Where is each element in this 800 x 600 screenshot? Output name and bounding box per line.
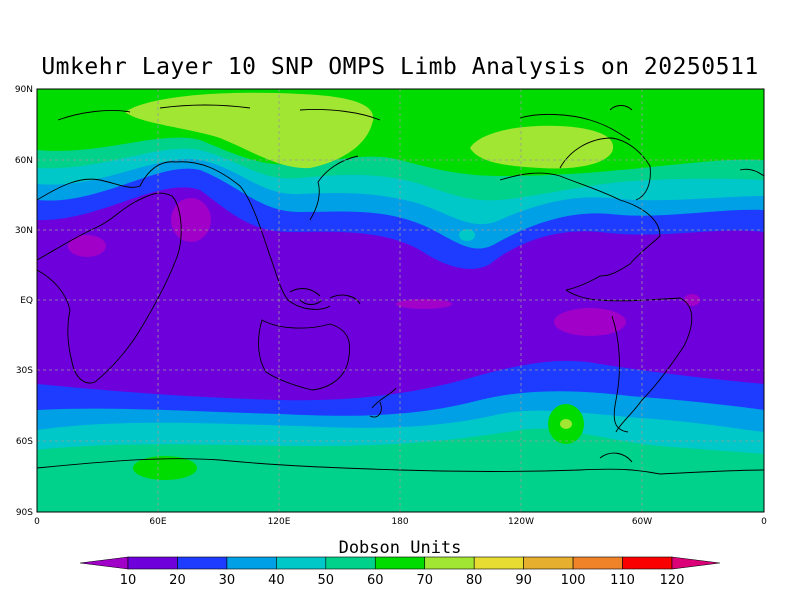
colorbar-cell-20-30	[177, 556, 228, 570]
colorbar-tick-label: 110	[610, 573, 635, 588]
colorbar-tick-label: 90	[515, 573, 532, 588]
colorbar-tick-label: 40	[268, 573, 285, 588]
contour-blob-south-atlantic-inner	[560, 419, 572, 429]
lon-label-0-east: 0	[761, 517, 767, 527]
lon-label-60e: 60E	[149, 517, 166, 527]
contour-min-east-pacific	[554, 308, 626, 336]
lat-label-eq: EQ	[20, 296, 33, 306]
lat-label-90s: 90S	[16, 508, 33, 518]
colorbar-cell-50-60	[325, 556, 376, 570]
colorbar-cell-100-110	[572, 556, 623, 570]
colorbar-cell-80-90	[473, 556, 524, 570]
lat-label-30s: 30S	[16, 366, 33, 376]
lon-label-180: 180	[391, 517, 408, 527]
colorbar-cell-90-100	[523, 556, 574, 570]
colorbar-cell-70-80	[424, 556, 475, 570]
colorbar: Dobson Units 10 20 30 40 50 60 70 80 90 100 110 120	[79, 538, 721, 588]
colorbar-title: Dobson Units	[339, 538, 462, 558]
longitude-axis: 0 60E 120E 180 120W 60W 0	[34, 517, 767, 527]
colorbar-tick-label: 50	[318, 573, 335, 588]
latitude-axis: 90N 60N 30N EQ 30S 60S 90S	[15, 85, 33, 518]
colorbar-cell-below-10	[79, 556, 129, 570]
colorbar-tick-label: 60	[367, 573, 384, 588]
colorbar-cell-10-20	[127, 556, 178, 570]
colorbar-tick-label: 100	[561, 573, 586, 588]
colorbar-cell-40-50	[276, 556, 327, 570]
lat-label-30n: 30N	[15, 226, 33, 236]
lon-label-120e: 120E	[268, 517, 291, 527]
colorbar-tick-label: 10	[120, 573, 137, 588]
graticule	[37, 89, 764, 512]
colorbar-cell-30-40	[226, 556, 277, 570]
colorbar-tick-label: 120	[660, 573, 685, 588]
lat-label-60n: 60N	[15, 156, 33, 166]
contour-fill-70-80-canada	[470, 125, 614, 169]
colorbar-cell-above-120	[671, 556, 721, 570]
colorbar-cells	[79, 556, 721, 570]
colorbar-cell-110-120	[622, 556, 673, 570]
map-title: Umkehr Layer 10 SNP OMPS Limb Analysis o…	[41, 54, 759, 80]
contour-min-central-pacific	[396, 299, 452, 309]
map-plot-area	[37, 89, 764, 512]
contour-blob-antarctic	[133, 456, 197, 480]
colorbar-tick-label: 70	[416, 573, 433, 588]
colorbar-labels: 10 20 30 40 50 60 70 80 90 100 110 120	[120, 573, 685, 588]
lon-label-60w: 60W	[632, 517, 652, 527]
colorbar-tick-label: 20	[169, 573, 186, 588]
lat-label-90n: 90N	[15, 85, 33, 95]
colorbar-tick-label: 80	[466, 573, 483, 588]
colorbar-tick-label: 30	[219, 573, 236, 588]
contour-fill-70-80-siberia	[125, 92, 374, 169]
map-frame	[36, 88, 765, 513]
lat-label-60s: 60S	[16, 437, 33, 447]
contour-min-pacific-small	[459, 229, 475, 241]
colorbar-cell-60-70	[374, 556, 426, 570]
lon-label-120w: 120W	[508, 517, 534, 527]
lon-label-0-west: 0	[34, 517, 40, 527]
coastlines	[37, 104, 764, 475]
contour-min-sahara	[68, 235, 106, 257]
